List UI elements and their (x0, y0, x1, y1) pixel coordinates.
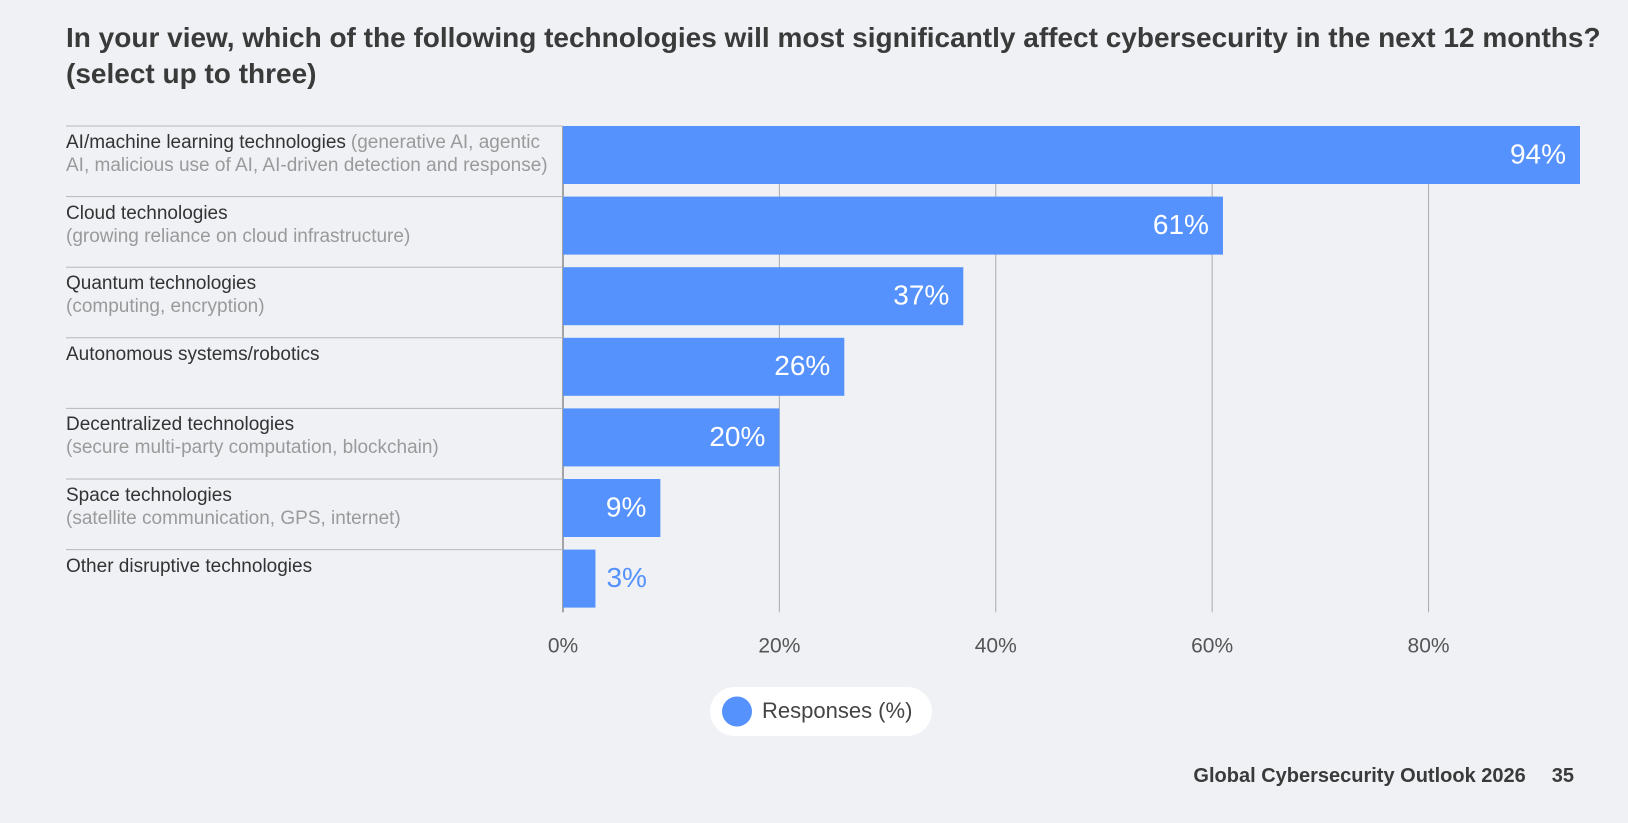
value-label: 26% (774, 350, 830, 381)
x-tick-label: 80% (1408, 635, 1450, 658)
legend-box (710, 687, 932, 736)
category-label: Cloud technologies (growing reliance on c… (66, 202, 556, 248)
footer-source: Global Cybersecurity Outlook 2026 (1193, 765, 1526, 787)
category-note: (generative AI, agentic AI, malicious us… (66, 132, 548, 176)
x-tick-label: 60% (1191, 635, 1233, 658)
category-note: (secure multi-party computation, blockch… (66, 437, 439, 459)
value-label: 20% (709, 421, 765, 452)
category-label: Quantum technologies (computing, encrypti… (66, 272, 556, 318)
category-label: Decentralized technologies (secure multi-… (66, 413, 556, 459)
value-label: 9% (606, 491, 646, 522)
legend-swatch (722, 696, 752, 727)
value-label: 37% (893, 280, 949, 311)
category-name: Autonomous systems/robotics (66, 343, 320, 365)
category-name: Decentralized technologies (66, 414, 295, 436)
category-name: Cloud technologies (66, 202, 228, 224)
category-name: Quantum technologies (66, 273, 257, 295)
category-label: AI/machine learning technologies (generat… (66, 131, 556, 177)
page-number: 35 (1551, 765, 1574, 787)
category-label: Autonomous systems/robotics (66, 343, 556, 366)
bar (563, 479, 661, 537)
category-label: Other disruptive technologies (66, 555, 556, 578)
category-note: (computing, encryption) (66, 296, 265, 318)
category-note: (growing reliance on cloud infrastructur… (66, 225, 411, 247)
footer: Global Cybersecurity Outlook 2026 35 (1193, 765, 1574, 788)
x-tick-label: 0% (548, 635, 578, 658)
legend-label: Responses (%) (762, 698, 912, 723)
category-note: (satellite communication, GPS, internet) (66, 508, 401, 529)
bar (563, 408, 780, 467)
category-name: AI/machine learning technologies (66, 132, 346, 153)
bar (563, 337, 845, 396)
bar (563, 126, 1580, 184)
category-name: Other disruptive technologies (66, 555, 313, 577)
category-name: Space technologies (66, 485, 232, 506)
value-label: 61% (1153, 209, 1209, 240)
x-tick-label: 20% (758, 635, 800, 658)
bar (563, 196, 1223, 255)
bar (563, 549, 596, 608)
bar (563, 267, 964, 326)
chart-title: In your view, which of the following tec… (66, 22, 1601, 89)
category-label: Space technologies (satellite communicati… (66, 484, 556, 530)
x-tick-label: 40% (975, 635, 1017, 658)
value-label: 3% (606, 562, 646, 593)
value-label: 94% (1510, 138, 1566, 169)
